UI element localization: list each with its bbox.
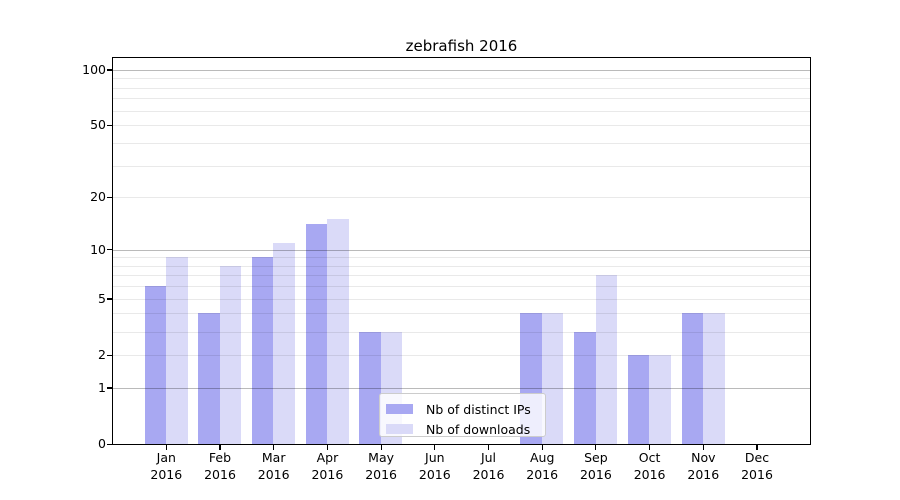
legend-row-distinct-ips: Nb of distinct IPs	[386, 399, 545, 419]
bar-feb-ips	[198, 313, 220, 444]
x-tick-mark	[273, 444, 275, 451]
x-tick-mark	[165, 444, 167, 451]
bar-apr-ips	[305, 224, 328, 444]
x-tick-mark	[326, 444, 328, 451]
x-tick-label: Jun 2016	[418, 450, 451, 482]
y-tick-label: 10	[90, 241, 106, 257]
y-tick-label: 100	[82, 61, 106, 77]
legend-row-downloads: Nb of downloads	[386, 419, 545, 439]
bar-jan-downloads	[166, 257, 188, 444]
x-tick-label: Aug 2016	[526, 450, 559, 482]
bar-feb-downloads	[219, 265, 242, 444]
x-tick-mark	[487, 444, 490, 451]
bar-nov-downloads	[703, 313, 725, 444]
x-tick-mark	[595, 444, 597, 451]
bar-oct-downloads	[649, 354, 671, 444]
plot-area	[111, 57, 811, 445]
bar-jan-ips	[144, 286, 167, 444]
x-tick-label: Jan 2016	[150, 450, 183, 482]
bar-sep-downloads	[595, 275, 618, 444]
bar-apr-downloads	[327, 219, 349, 444]
y-tick-label: 1	[98, 379, 106, 395]
downloads-swatch	[386, 424, 413, 434]
bar-may-ips	[359, 331, 381, 444]
bar-oct-ips	[627, 354, 650, 444]
x-tick-label: Nov 2016	[687, 450, 720, 482]
x-tick-label: Dec 2016	[741, 450, 773, 482]
x-tick-mark	[702, 444, 704, 451]
y-tick-label: 5	[98, 290, 106, 306]
x-tick-label: Sep 2016	[579, 450, 612, 482]
x-tick-mark	[756, 444, 758, 451]
y-tick-label: 2	[98, 347, 106, 363]
legend-label-downloads: Nb of downloads	[426, 421, 531, 437]
x-tick-label: Apr 2016	[311, 450, 344, 482]
x-tick-mark	[219, 444, 221, 451]
bar-sep-ips	[574, 331, 596, 444]
x-tick-label: Mar 2016	[257, 450, 290, 482]
bar-mar-downloads	[273, 242, 295, 444]
x-tick-mark	[434, 444, 436, 451]
x-tick-mark	[380, 444, 382, 451]
x-tick-mark	[541, 444, 543, 451]
bar-nov-ips	[681, 313, 704, 444]
legend-label-distinct-ips: Nb of distinct IPs	[426, 401, 531, 417]
x-tick-mark	[649, 444, 651, 451]
bars-layer	[113, 58, 810, 444]
bar-mar-ips	[251, 257, 274, 444]
legend: Nb of distinct IPs Nb of downloads	[379, 393, 546, 437]
x-tick-label: Feb 2016	[204, 450, 236, 482]
x-tick-label: Oct 2016	[633, 450, 666, 482]
bar-aug-downloads	[541, 313, 564, 444]
y-tick-label: 50	[90, 117, 106, 133]
x-tick-label: Jul 2016	[472, 450, 505, 482]
y-tick-label: 20	[90, 189, 106, 205]
distinct-ips-swatch	[386, 404, 413, 414]
y-tick-label: 0	[98, 436, 106, 452]
chart-title: zebrafish 2016	[405, 37, 518, 55]
x-tick-label: May 2016	[365, 450, 397, 482]
